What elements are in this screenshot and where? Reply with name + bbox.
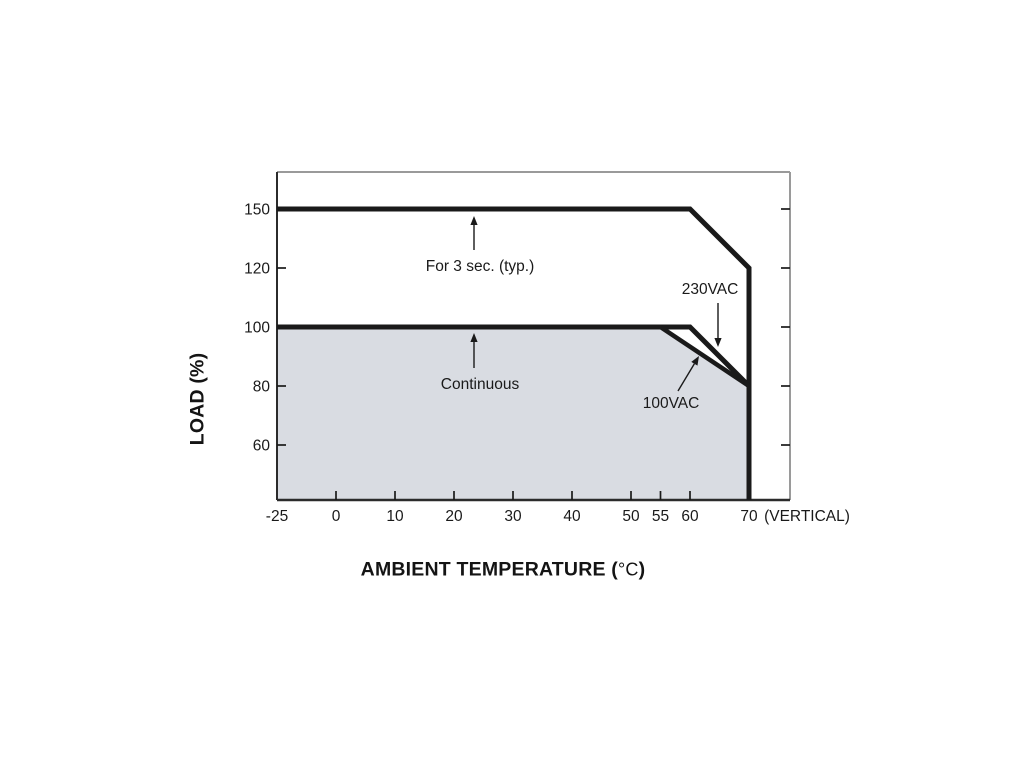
arrow-230vac-head (714, 338, 722, 347)
x-tick-label: 55 (652, 508, 669, 525)
x-tick-label: 40 (563, 508, 581, 525)
celsius-unit: °C (618, 559, 639, 580)
y-tick-label: 120 (244, 261, 270, 278)
x-axis-title: AMBIENT TEMPERATURE (°C) (361, 559, 646, 582)
annotation-230vac: 230VAC (681, 281, 739, 298)
x-tick-label: 70 (740, 508, 758, 525)
series-continuous-230vac (277, 324, 751, 388)
annotation-continuous-load: Continuous (440, 376, 520, 393)
y-tick-label: 100 (244, 320, 270, 337)
shaded-region (277, 327, 749, 500)
arrow-100vac-line (677, 363, 695, 392)
x-axis-title-close: ) (638, 558, 646, 581)
arrow-continuous-head (470, 333, 478, 342)
y-axis-title-text: LOAD (%) (186, 352, 209, 446)
y-axis-title: LOAD (%) (187, 353, 210, 446)
x-tick-label: 60 (681, 508, 699, 525)
annotation-100vac: 100VAC (642, 395, 700, 412)
y-tick-label: 150 (244, 202, 270, 219)
y-tick-label: 80 (253, 379, 271, 396)
x-axis-title-text: AMBIENT TEMPERATURE ( (360, 558, 619, 581)
x-tick-label: 0 (332, 508, 341, 525)
x-tick-label-vertical: (VERTICAL) (764, 508, 850, 525)
arrow-peak-head (470, 216, 478, 225)
x-tick-label: 20 (445, 508, 463, 525)
x-tick-label: 10 (386, 508, 404, 525)
x-tick-label: -25 (266, 508, 288, 525)
arrow-100vac-head (691, 356, 699, 366)
x-tick-label: 50 (622, 508, 640, 525)
x-tick-label: 30 (504, 508, 522, 525)
annotation-peak-load: For 3 sec. (typ.) (425, 258, 535, 275)
series-continuous-100vac (659, 325, 751, 388)
y-tick-label: 60 (253, 438, 271, 455)
